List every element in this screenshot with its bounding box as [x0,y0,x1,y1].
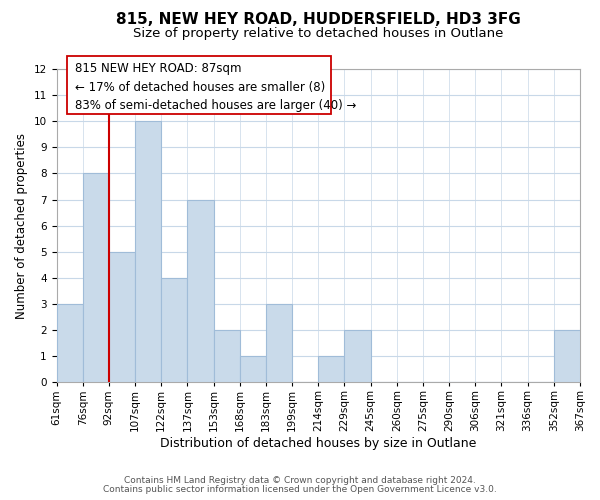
Text: 815 NEW HEY ROAD: 87sqm
← 17% of detached houses are smaller (8)
83% of semi-det: 815 NEW HEY ROAD: 87sqm ← 17% of detache… [75,62,356,112]
Text: Contains HM Land Registry data © Crown copyright and database right 2024.: Contains HM Land Registry data © Crown c… [124,476,476,485]
Bar [135,121,161,382]
Bar [187,200,214,382]
Bar [161,278,187,382]
Bar [56,304,83,382]
Bar [554,330,580,382]
Bar [214,330,240,382]
Text: Size of property relative to detached houses in Outlane: Size of property relative to detached ho… [133,28,503,40]
Bar [83,174,109,382]
Text: Contains public sector information licensed under the Open Government Licence v3: Contains public sector information licen… [103,485,497,494]
Bar [318,356,344,382]
Bar [344,330,371,382]
Bar [266,304,292,382]
Y-axis label: Number of detached properties: Number of detached properties [15,132,28,318]
X-axis label: Distribution of detached houses by size in Outlane: Distribution of detached houses by size … [160,437,476,450]
Bar [240,356,266,382]
FancyBboxPatch shape [67,56,331,114]
Text: 815, NEW HEY ROAD, HUDDERSFIELD, HD3 3FG: 815, NEW HEY ROAD, HUDDERSFIELD, HD3 3FG [116,12,521,28]
Bar [109,252,135,382]
